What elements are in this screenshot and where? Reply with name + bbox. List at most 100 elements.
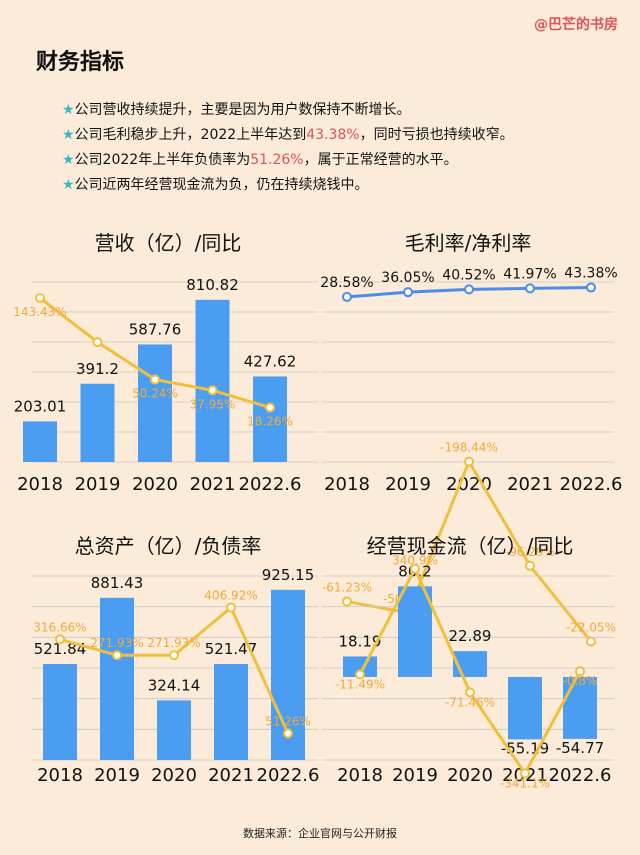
chart-title: 经营现金流（亿）/同比	[367, 534, 574, 558]
x-tick-label: 2018	[337, 765, 383, 786]
bar-value-label: -54.77	[556, 739, 604, 757]
x-tick-label: 2021	[507, 474, 553, 495]
bar	[343, 656, 377, 677]
bar	[563, 677, 597, 739]
bar	[398, 586, 432, 677]
summary-item: ★公司近两年经营现金流为负，仍在持续烧钱中。	[62, 173, 514, 198]
x-tick-label: 2022.6	[239, 474, 302, 495]
chart-title: 总资产（亿）/负债率	[75, 534, 262, 558]
bar	[80, 383, 115, 462]
summary-item: ★公司2022年上半年负债率为51.26%，属于正常经营的水平。	[62, 148, 514, 173]
summary-list: ★公司营收持续提升，主要是因为用户数保持不断增长。 ★公司毛利稳步上升，2022…	[62, 98, 514, 198]
line-point	[525, 283, 535, 294]
line-point	[403, 287, 413, 298]
summary-text: 公司2022年上半年负债率为	[74, 152, 251, 168]
line-value-label: -22.05%	[566, 621, 616, 635]
x-tick-label: 2018	[17, 474, 63, 495]
line-point	[265, 402, 275, 413]
bar	[157, 700, 191, 760]
line-point	[55, 634, 65, 645]
summary-item: ★公司营收持续提升，主要是因为用户数保持不断增长。	[62, 98, 514, 123]
star-icon: ★	[62, 152, 75, 168]
line-value-label: 40.52%	[442, 267, 495, 283]
summary-text-end: ，同时亏损也持续收窄。	[359, 127, 514, 143]
x-tick-label: 2018	[37, 765, 83, 786]
data-source-footer: 数据来源：企业官网与公开财报	[243, 827, 397, 840]
bar-value-label: 391.2	[76, 360, 119, 378]
line-value-label: 41.97%	[503, 266, 556, 282]
bar-value-label: 925.15	[262, 566, 315, 584]
line-point	[464, 456, 474, 467]
summary-highlight: 51.26%	[250, 152, 304, 168]
line-point	[465, 687, 475, 698]
page-title: 财务指标	[36, 50, 125, 75]
line-point	[410, 563, 420, 574]
x-tick-label: 2020	[151, 765, 197, 786]
x-tick-label: 2019	[75, 474, 121, 495]
bar	[23, 421, 57, 462]
line-value-label: 406.92%	[204, 588, 257, 602]
bar-value-label: 810.82	[186, 276, 239, 294]
x-tick-label: 2020	[132, 474, 178, 495]
star-icon: ★	[62, 102, 75, 118]
line-value-label: -341.1%	[500, 776, 550, 790]
x-tick-label: 2022.6	[560, 474, 623, 495]
line-point	[342, 291, 352, 302]
line-value-label: 340.9%	[392, 554, 438, 568]
line-point	[355, 669, 365, 680]
x-tick-label: 2019	[94, 765, 140, 786]
bar	[508, 677, 542, 740]
line-value-label: 18.26%	[247, 415, 293, 429]
line-value-label: 28.58%	[320, 275, 373, 291]
bar-value-label: 18.19	[339, 632, 382, 650]
x-tick-label: 2020	[447, 765, 493, 786]
line-point	[150, 374, 160, 385]
line-value-label: 143.43%	[13, 305, 66, 319]
summary-text: 公司毛利稳步上升，2022上半年达到	[74, 127, 307, 143]
line-point	[520, 768, 530, 779]
line-value-label: -71.46%	[445, 695, 495, 709]
line-point	[586, 282, 596, 293]
line-point	[35, 292, 45, 303]
summary-text: 公司营收持续提升，主要是因为用户数保持不断增长。	[74, 102, 411, 118]
bar-value-label: 203.01	[14, 397, 67, 415]
line-value-label: 36.05%	[381, 270, 434, 286]
line-point	[226, 602, 236, 613]
bar	[43, 663, 77, 760]
line-point	[283, 728, 293, 739]
bar-value-label: 521.47	[205, 640, 258, 658]
line-value-label: -61.23%	[322, 581, 372, 595]
line-point	[92, 337, 103, 348]
x-tick-label: 2022.6	[549, 765, 612, 786]
bar	[195, 299, 230, 462]
bar	[138, 344, 172, 462]
brand-watermark: @巴芒的书房	[534, 17, 618, 33]
line-value-label: 271.93%	[147, 636, 200, 650]
line-point	[342, 596, 352, 607]
line-point	[169, 650, 179, 661]
x-tick-label: 2021	[190, 474, 236, 495]
line-value-label: 37.95%	[190, 397, 236, 411]
line-point	[112, 650, 122, 661]
star-icon: ★	[62, 177, 75, 193]
line-point	[464, 284, 474, 295]
line-value-label: 50.24%	[132, 387, 178, 401]
bar-value-label: 587.76	[129, 320, 182, 338]
line-value-label: -96.29%	[505, 545, 555, 559]
line-point	[207, 385, 218, 396]
line-value-label: -0.8%	[563, 674, 598, 688]
line-point	[586, 636, 596, 647]
line-value-label: 51.26%	[265, 714, 311, 728]
bar	[214, 664, 248, 760]
bar	[253, 376, 287, 462]
x-tick-label: 2019	[385, 474, 431, 495]
x-tick-label: 2018	[324, 474, 370, 495]
bar-value-label: 324.14	[148, 676, 201, 694]
x-tick-label: 2019	[392, 765, 438, 786]
summary-item: ★公司毛利稳步上升，2022上半年达到43.38%，同时亏损也持续收窄。	[62, 123, 514, 148]
summary-text: 公司近两年经营现金流为负，仍在持续烧钱中。	[74, 177, 369, 193]
x-tick-label: 2022.6	[257, 765, 320, 786]
chart-title: 营收（亿）/同比	[95, 231, 242, 255]
bar-value-label: 22.89	[449, 627, 492, 645]
